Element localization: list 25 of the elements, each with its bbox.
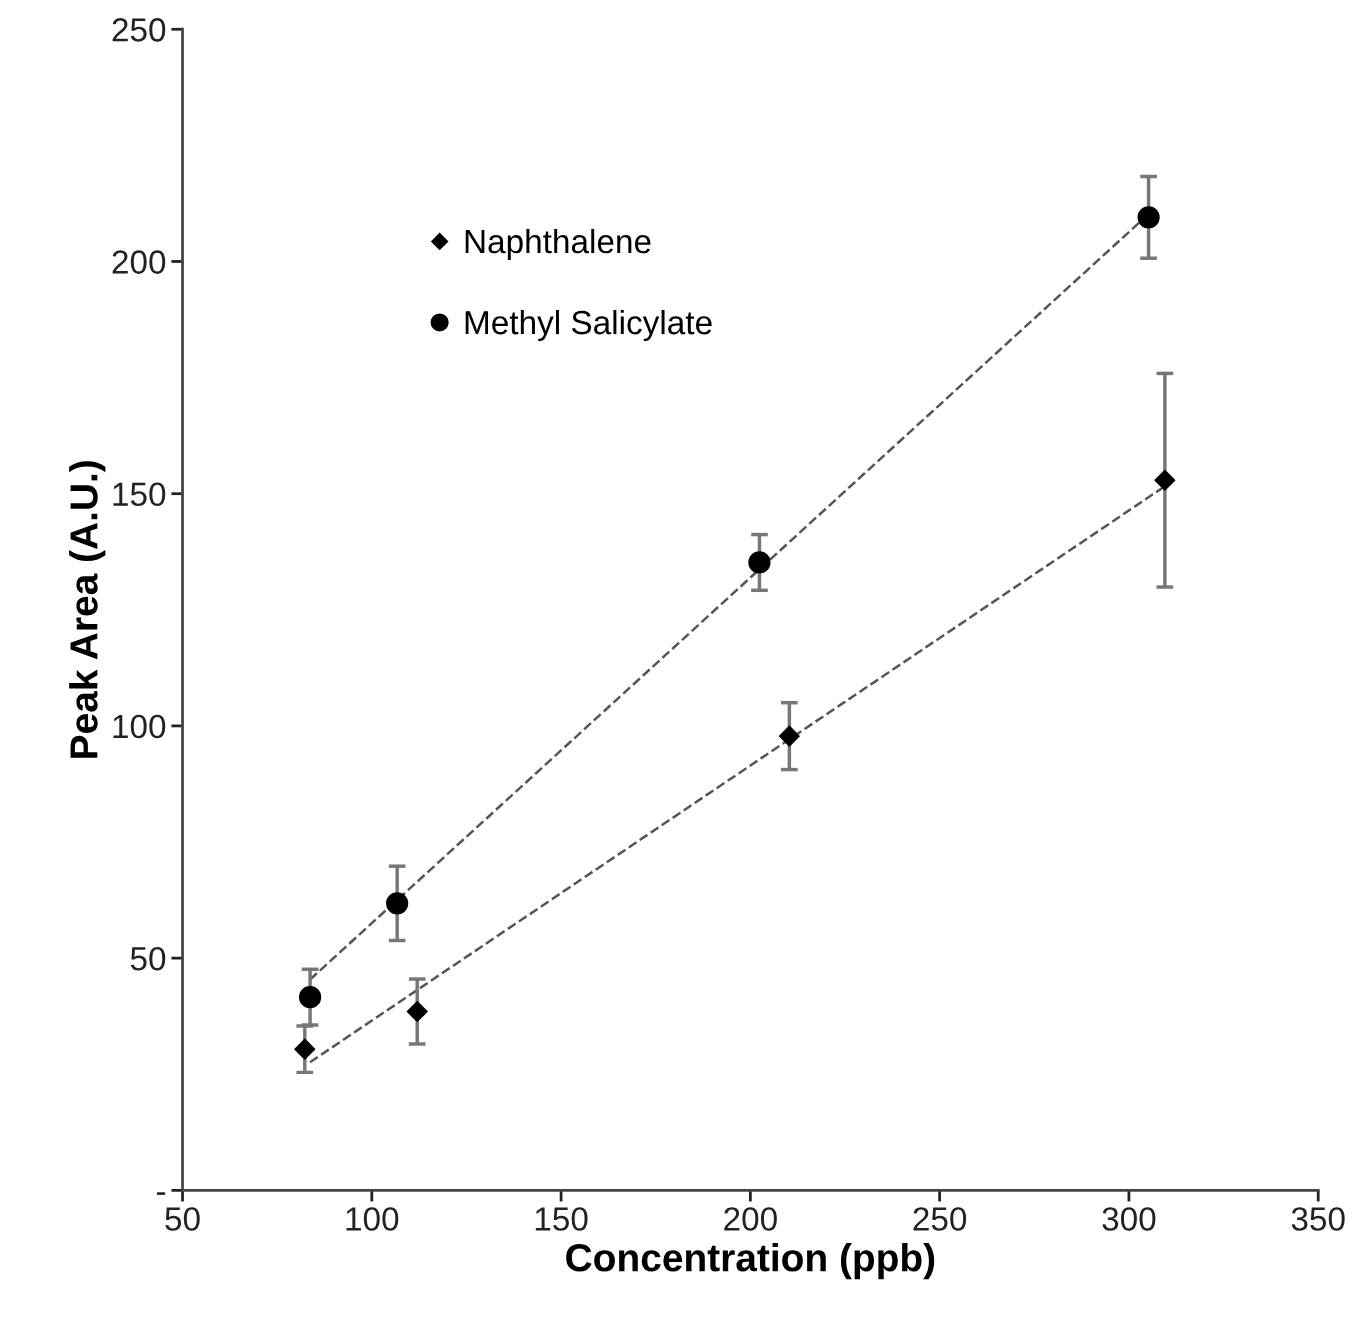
legend-label: Naphthalene bbox=[465, 228, 651, 260]
x-tick-label: 200 bbox=[724, 1207, 777, 1231]
x-tick-label: 150 bbox=[535, 1207, 588, 1231]
legend-label: Methyl Salicylate bbox=[465, 309, 712, 342]
x-tick-label: 50 bbox=[165, 1207, 200, 1231]
point bbox=[748, 551, 771, 574]
y-tick-label: 150 bbox=[113, 482, 166, 507]
y-tick-label: - bbox=[156, 1192, 166, 1195]
y-tick-label: 250 bbox=[112, 18, 166, 42]
x-tick-label: 250 bbox=[913, 1207, 967, 1231]
y-tick-label: 100 bbox=[113, 714, 166, 739]
x-tick-label: 350 bbox=[1291, 1207, 1345, 1231]
y-tick-label: 50 bbox=[130, 946, 166, 971]
point bbox=[406, 1001, 428, 1023]
point bbox=[778, 725, 800, 747]
point bbox=[386, 892, 409, 915]
point bbox=[294, 1038, 316, 1060]
x-tick-label: 100 bbox=[346, 1207, 399, 1231]
x-tick-label: 300 bbox=[1102, 1207, 1156, 1231]
point bbox=[1154, 469, 1176, 491]
point bbox=[1137, 206, 1160, 229]
x-axis-title: Concentration (ppb) bbox=[566, 1242, 935, 1280]
y-axis-title: Peak Area (A.U.) bbox=[69, 461, 106, 758]
y-tick-label: 200 bbox=[112, 250, 166, 274]
point bbox=[298, 986, 322, 1009]
